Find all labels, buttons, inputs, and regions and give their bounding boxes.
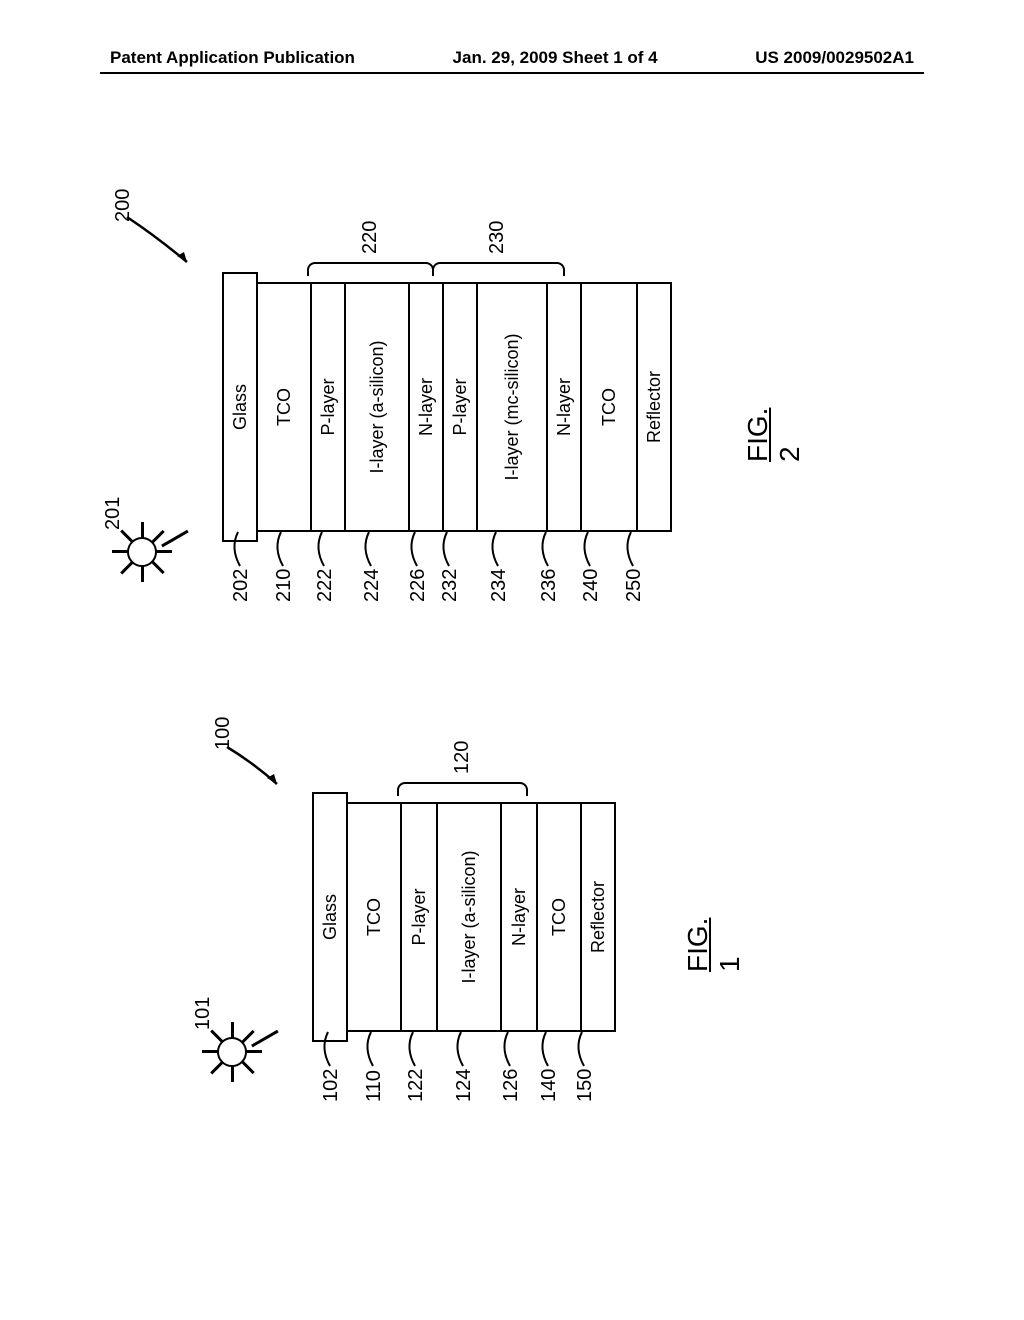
bracket-120 xyxy=(397,782,528,796)
ref-label-110: 110 xyxy=(363,1070,386,1102)
main-ref-label: 200 xyxy=(112,189,135,222)
layer-tco: TCO xyxy=(538,802,582,1032)
ref-label-234: 234 xyxy=(488,569,511,602)
layer-tco: TCO xyxy=(582,282,638,532)
figure-canvas: 101 100 GlassTCOP-layerI-layer (a-silico… xyxy=(12,208,1012,1092)
ref-label-122: 122 xyxy=(405,1069,428,1102)
ref-label-124: 124 xyxy=(453,1069,476,1102)
figure-1-caption: FIG. 1 xyxy=(682,918,746,972)
ref-label-222: 222 xyxy=(314,569,337,602)
main-ref-label: 100 xyxy=(212,717,235,750)
ref-label-202: 202 xyxy=(230,569,253,602)
layer-p-layer: P-layer xyxy=(312,282,346,532)
bracket-120-label: 120 xyxy=(451,741,474,774)
main-ref-arrow: 200 xyxy=(122,202,207,272)
ref-label-240: 240 xyxy=(580,569,603,602)
bracket-220 xyxy=(307,262,434,276)
ref-label-102: 102 xyxy=(320,1069,343,1102)
ref-label-236: 236 xyxy=(538,569,561,602)
ref-label-224: 224 xyxy=(361,569,384,602)
sun-ref-label: 201 xyxy=(102,497,125,530)
header-rule xyxy=(100,72,924,74)
sun-icon: 101 xyxy=(202,1022,262,1082)
ref-label-210: 210 xyxy=(273,569,296,602)
ref-label-140: 140 xyxy=(538,1069,561,1102)
figure-2-caption: FIG. 2 xyxy=(742,408,806,462)
ref-label-126: 126 xyxy=(500,1069,523,1102)
header-center: Jan. 29, 2009 Sheet 1 of 4 xyxy=(453,48,658,68)
main-ref-arrow: 100 xyxy=(222,732,297,792)
layer-p-layer: P-layer xyxy=(402,802,438,1032)
ref-label-250: 250 xyxy=(623,569,646,602)
page-header: Patent Application Publication Jan. 29, … xyxy=(0,48,1024,68)
header-left: Patent Application Publication xyxy=(110,48,355,68)
ref-label-232: 232 xyxy=(439,569,462,602)
layer-i-layer-a-silicon-: I-layer (a-silicon) xyxy=(438,802,502,1032)
layer-glass: Glass xyxy=(312,792,348,1042)
bracket-230-label: 230 xyxy=(486,221,509,254)
ref-label-150: 150 xyxy=(574,1069,597,1102)
layer-n-layer: N-layer xyxy=(502,802,538,1032)
sun-icon: 201 xyxy=(112,522,172,582)
layer-reflector: Reflector xyxy=(638,282,672,532)
layer-n-layer: N-layer xyxy=(548,282,582,532)
ref-label-226: 226 xyxy=(407,569,430,602)
layer-i-layer-a-silicon-: I-layer (a-silicon) xyxy=(346,282,410,532)
layer-i-layer-mc-silicon-: I-layer (mc-silicon) xyxy=(478,282,548,532)
header-right: US 2009/0029502A1 xyxy=(755,48,914,68)
bracket-230 xyxy=(432,262,565,276)
bracket-220-label: 220 xyxy=(359,221,382,254)
layer-glass: Glass xyxy=(222,272,258,542)
layer-tco: TCO xyxy=(348,802,402,1032)
layer-p-layer: P-layer xyxy=(444,282,478,532)
layer-reflector: Reflector xyxy=(582,802,616,1032)
layer-n-layer: N-layer xyxy=(410,282,444,532)
sun-ref-label: 101 xyxy=(192,997,215,1030)
layer-stack-fig2: GlassTCOP-layerI-layer (a-silicon)N-laye… xyxy=(222,262,672,532)
layer-tco: TCO xyxy=(258,282,312,532)
layer-stack-fig1: GlassTCOP-layerI-layer (a-silicon)N-laye… xyxy=(312,782,616,1032)
